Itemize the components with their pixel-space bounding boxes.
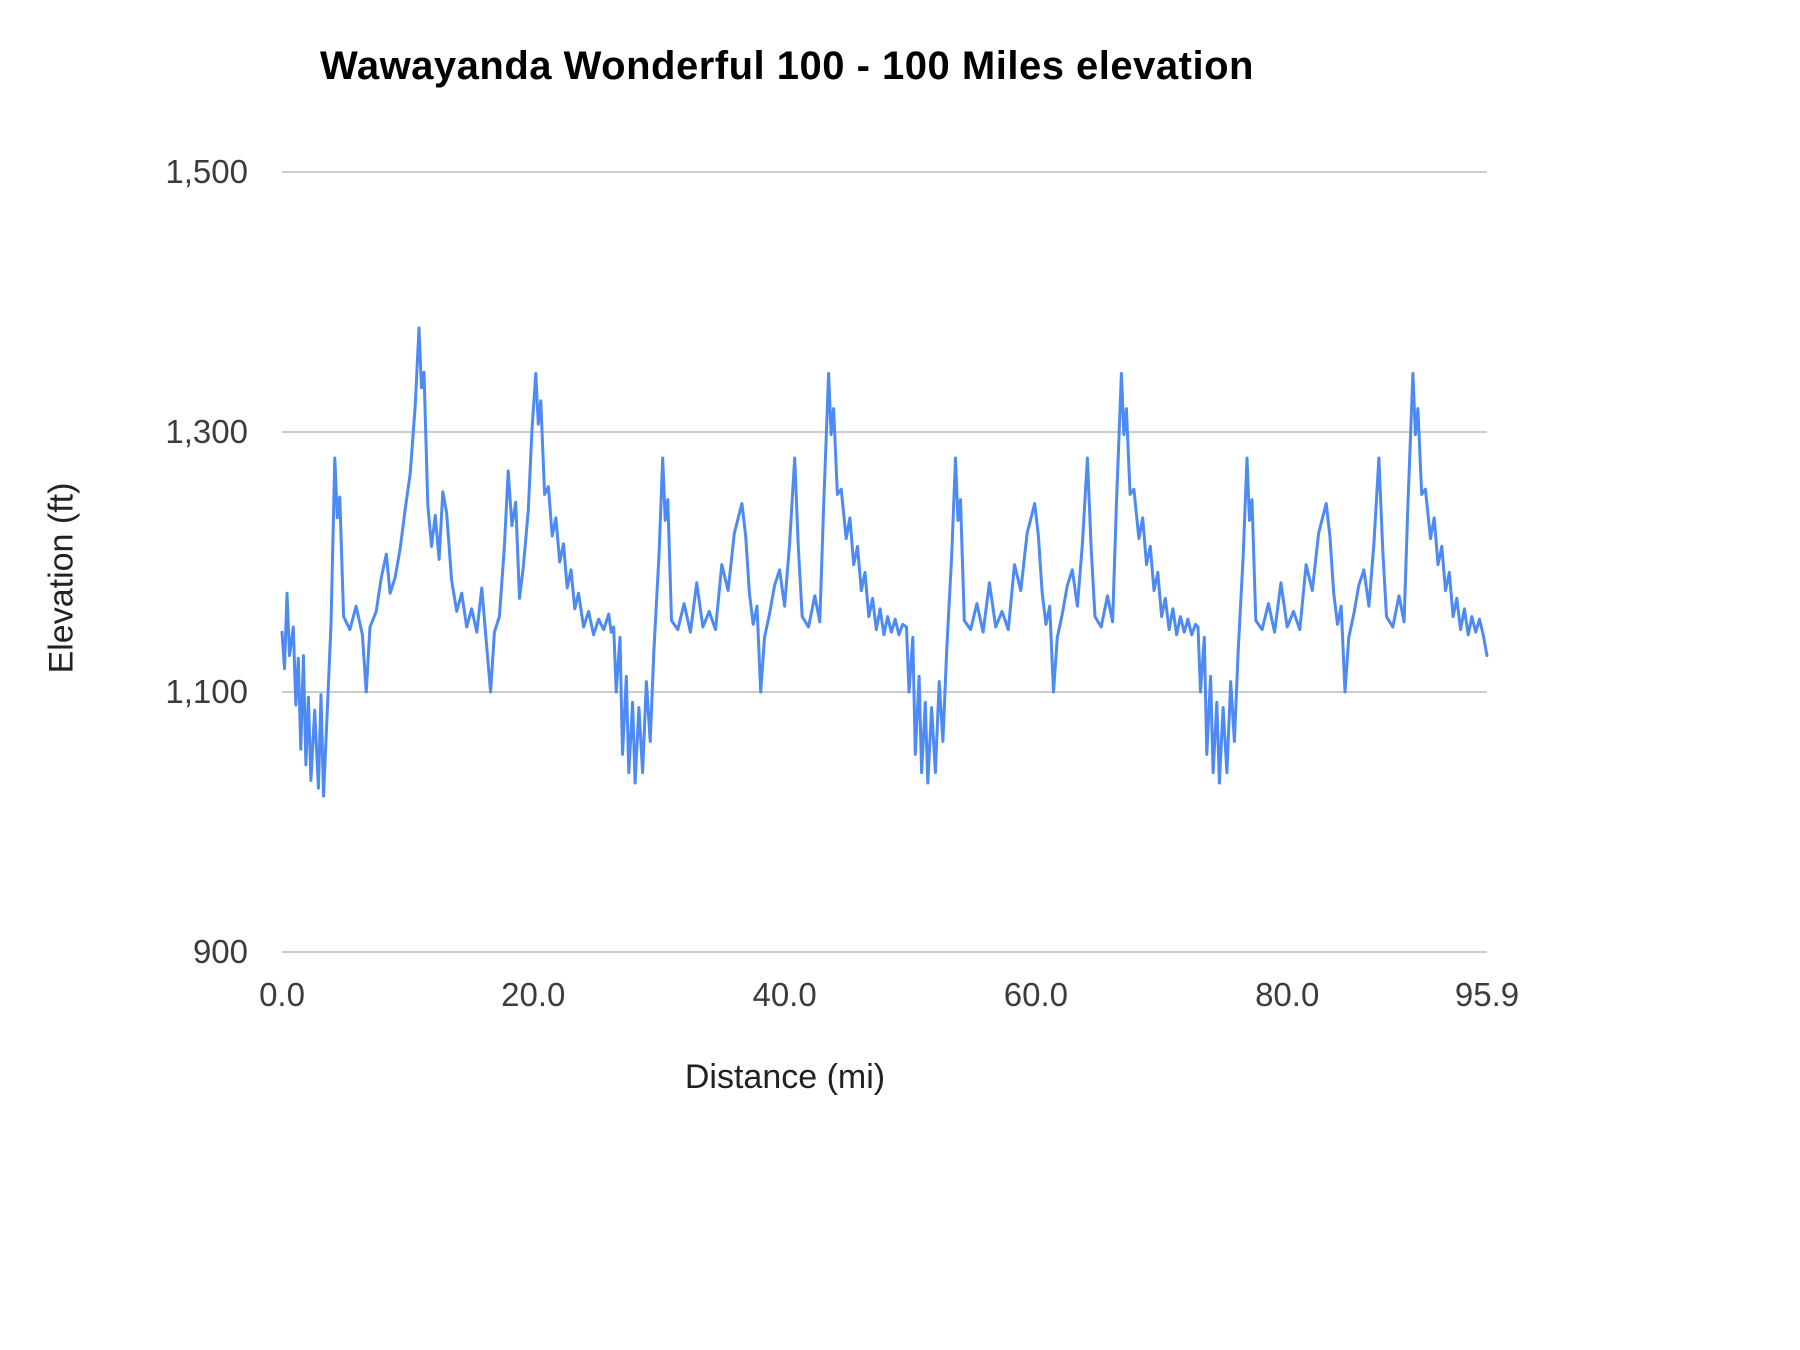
y-axis-tick-label: 1,500: [165, 153, 248, 190]
y-axis-tick-label: 1,100: [165, 673, 248, 710]
y-axis-tick-label: 1,300: [165, 413, 248, 450]
x-axis-tick-label: 20.0: [501, 976, 566, 1013]
x-axis-tick-label: 80.0: [1255, 976, 1320, 1013]
x-axis-title: Distance (mi): [684, 1058, 886, 1096]
x-axis-tick-label: 95.9: [1454, 976, 1520, 1013]
gridlines: [282, 171, 1487, 953]
y-axis-tick-label: 900: [192, 933, 248, 970]
elevation-series-line: [280, 326, 1489, 798]
chart-title: Wawayanda Wonderful 100 - 100 Miles elev…: [320, 44, 1254, 88]
x-axis-tick-label: 40.0: [752, 976, 817, 1013]
x-axis-tick-label: 60.0: [1003, 976, 1069, 1013]
x-axis-tick-label: 0.0: [259, 976, 305, 1013]
